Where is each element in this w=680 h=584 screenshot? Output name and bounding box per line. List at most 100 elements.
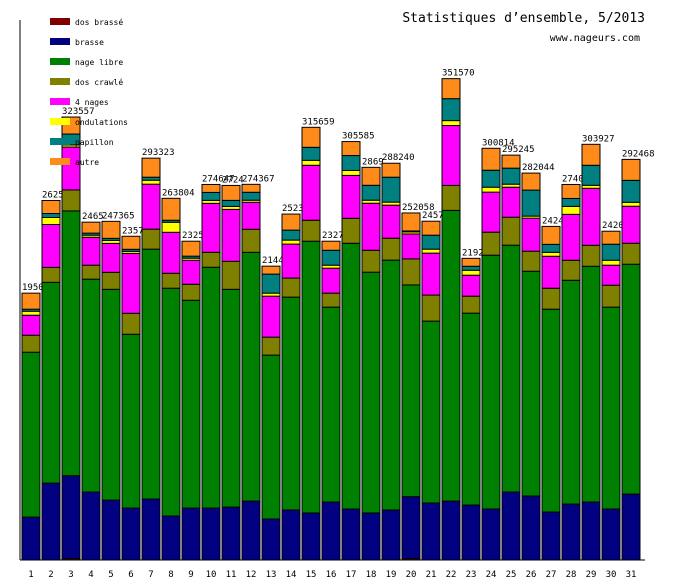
bar-segment <box>421 252 441 296</box>
bar-segment <box>121 252 141 314</box>
total-label: 292468 <box>622 149 655 159</box>
bar-segment <box>301 164 321 221</box>
bar-segment <box>141 157 161 178</box>
bar-segment <box>481 147 501 171</box>
bar-segment <box>341 242 361 510</box>
bar-segment <box>481 231 501 256</box>
bar-segment <box>321 501 341 561</box>
x-tick-label: 12 <box>246 570 257 580</box>
bar-segment <box>621 201 641 207</box>
bar-segment <box>221 184 241 201</box>
bar-segment <box>401 233 421 260</box>
bar-segment <box>221 506 241 561</box>
total-label: 2465 <box>82 212 104 222</box>
bar-segment <box>261 336 281 356</box>
bar-segment <box>281 296 301 511</box>
total-label: 305585 <box>342 132 375 142</box>
bar-segment <box>181 240 201 257</box>
bar-segment <box>121 507 141 561</box>
bar-segment <box>21 314 41 336</box>
bar-segment <box>461 295 481 314</box>
bar-segment <box>441 125 461 186</box>
total-label: 274367 <box>242 174 275 184</box>
bar-segment <box>621 493 641 561</box>
legend-swatch <box>50 158 70 165</box>
bar-segment <box>481 254 501 510</box>
bar-segment <box>401 496 421 560</box>
bar-segment <box>101 499 121 561</box>
legend-label: autre <box>75 158 99 167</box>
total-label: 351570 <box>442 69 475 79</box>
bar-segment <box>181 259 201 285</box>
bar-segment <box>341 508 361 561</box>
bar-segment <box>361 166 381 186</box>
bar-segment <box>381 259 401 511</box>
total-label: 274647 <box>202 174 235 184</box>
bar-segment <box>561 197 581 207</box>
bar-segment <box>141 498 161 561</box>
bar-segment <box>521 172 541 191</box>
total-label: 315659 <box>302 117 335 127</box>
bar-segment <box>301 240 321 514</box>
bar-segment <box>481 508 501 561</box>
x-tick-label: 31 <box>626 570 637 580</box>
bar-segment <box>21 310 41 316</box>
bar-segment <box>181 299 201 509</box>
bar-segment <box>241 500 261 561</box>
x-tick-label: 10 <box>206 570 217 580</box>
bar-segment <box>261 273 281 294</box>
total-label: 2869 <box>362 157 384 167</box>
bar-segment <box>501 154 521 169</box>
bar-segment <box>381 237 401 261</box>
bar-segment <box>601 284 621 308</box>
bar-segment <box>501 216 521 246</box>
bar-segment <box>321 292 341 308</box>
bar-segment <box>181 283 201 301</box>
bar-segment <box>401 212 421 232</box>
bar-segment <box>521 189 541 217</box>
bar-segment <box>201 251 221 268</box>
bar-segment <box>501 491 521 561</box>
x-tick-label: 18 <box>366 570 377 580</box>
total-label: 2420 <box>602 221 624 231</box>
x-tick-label: 16 <box>326 570 337 580</box>
bar-segment <box>61 146 81 191</box>
bar-segment <box>221 260 241 290</box>
bar-segment <box>41 281 61 484</box>
total-label: 2724 <box>222 175 244 185</box>
bar-segment <box>561 205 581 215</box>
total-label: 1950 <box>22 283 44 293</box>
bar-segment <box>301 126 321 148</box>
bar-segment <box>161 515 181 561</box>
bar-segment <box>41 216 61 225</box>
bar-segment <box>421 502 441 561</box>
bar-segment <box>541 308 561 513</box>
total-label: 282044 <box>522 163 555 173</box>
bar-segment <box>441 209 461 502</box>
total-label: 2523 <box>282 204 304 214</box>
bar-segment <box>581 501 601 561</box>
total-label: 2192 <box>462 248 484 258</box>
bar-segment <box>201 191 221 201</box>
bar-segment <box>61 475 81 560</box>
bar-segment <box>461 504 481 561</box>
bar-segment <box>221 199 241 207</box>
x-tick-label: 13 <box>266 570 277 580</box>
bar-segment <box>141 179 161 185</box>
bar-segment <box>621 242 641 265</box>
x-tick-label: 28 <box>566 570 577 580</box>
legend-swatch <box>50 118 70 125</box>
chart-title: Statistiques d’ensemble, 5/2013 <box>402 11 645 26</box>
bar-segment <box>521 495 541 561</box>
total-label: 2457 <box>422 211 444 221</box>
bar-segment <box>21 351 41 518</box>
x-tick-label: 19 <box>386 570 397 580</box>
chart-subtitle: www.nageurs.com <box>550 33 640 44</box>
bar-segment <box>601 508 621 561</box>
bar-segment <box>601 264 621 286</box>
bar-segment <box>281 509 301 561</box>
bar-segment <box>41 223 61 268</box>
bar-segment <box>261 265 281 275</box>
total-label: 2625 <box>42 191 64 201</box>
bar-segment <box>141 228 161 250</box>
